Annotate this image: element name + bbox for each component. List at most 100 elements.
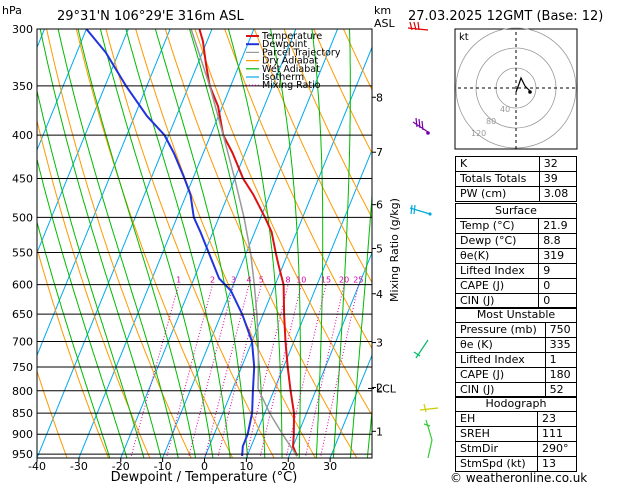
x-tick-label: -10 <box>154 460 172 473</box>
legend-item: Dewpoint <box>262 39 307 50</box>
series-dewpoint <box>85 29 256 457</box>
storm-motion-marker <box>528 90 532 94</box>
table-row: CAPE (J) 180 <box>455 367 578 383</box>
mu-value: 1 <box>544 352 578 368</box>
table-row: SREH 111 <box>454 426 577 442</box>
mixing-ratio-line <box>245 284 289 458</box>
x-tick-label: -40 <box>28 460 46 473</box>
hodograph-title: Hodograph <box>455 396 577 412</box>
km-tick-label: 4 <box>376 288 383 301</box>
mu-label: CAPE (J) <box>455 367 546 383</box>
table-row: Lifted Index 9 <box>454 263 577 279</box>
table-row: StmSpd (kt) 13 <box>454 456 577 472</box>
hpa-label: hPa <box>2 4 22 17</box>
isotherm-line <box>0 29 3 458</box>
km-tick-label: 1 <box>376 425 383 438</box>
wet-adiabat-line <box>37 88 145 458</box>
table-row: StmDir 290° <box>454 441 577 457</box>
legend-item: Mixing Ratio <box>262 80 321 91</box>
hodo-value: 111 <box>537 426 577 442</box>
indices-table: K 32 Totals Totals 39 PW (cm) 3.08 <box>455 156 578 202</box>
hodo-label: StmSpd (kt) <box>454 456 539 472</box>
km-tick-label: 8 <box>376 91 383 104</box>
mu-value: 52 <box>544 382 578 398</box>
surface-title: Surface <box>455 203 577 219</box>
mixing-ratio-label: 10 <box>296 276 306 285</box>
km-tick-label: 2 <box>376 382 383 395</box>
pressure-tick-label: 550 <box>12 247 33 260</box>
pressure-tick-label: 400 <box>12 129 33 142</box>
mu-value: 750 <box>544 322 578 338</box>
hodo-value: 23 <box>537 411 577 427</box>
index-label: PW (cm) <box>455 186 540 202</box>
wet-adiabat-line <box>99 29 214 458</box>
dry-adiabat-line <box>224 29 372 350</box>
index-label: K <box>455 156 540 172</box>
x-axis-label: Dewpoint / Temperature (°C) <box>111 470 298 485</box>
table-row: Temp (°C) 21.9 <box>454 218 577 234</box>
wet-adiabat-line <box>37 220 111 458</box>
pressure-tick-label: 750 <box>12 361 33 374</box>
surface-value: 9 <box>538 263 577 279</box>
surface-label: Lifted Index <box>454 263 540 279</box>
mixing-ratio-label: 15 <box>321 276 331 285</box>
hodograph-unit-label: kt <box>459 32 469 43</box>
table-row: Totals Totals 39 <box>455 171 578 187</box>
wet-adiabat-line <box>77 29 197 458</box>
pressure-tick-label: 650 <box>12 308 33 321</box>
legend-item: Dry Adiabat <box>262 56 319 67</box>
hodo-value: 290° <box>537 441 577 457</box>
dry-adiabat-line <box>75 29 234 458</box>
table-row: CIN (J) 52 <box>455 382 578 398</box>
legend-item: Parcel Trajectory <box>262 47 341 58</box>
wind-barbs <box>407 21 439 459</box>
pressure-tick-label: 900 <box>12 428 33 441</box>
lcl-label: LCL <box>376 382 397 395</box>
wet-adiabat-line <box>366 407 372 458</box>
mu-label: Lifted Index <box>455 352 546 368</box>
dry-adiabat-line <box>283 29 372 219</box>
table-row: CAPE (J) 0 <box>454 278 577 294</box>
wet-adiabat-line <box>154 29 249 458</box>
pressure-tick-label: 800 <box>12 385 33 398</box>
ring-label: 40 <box>500 105 510 114</box>
mixing-ratio-label: 8 <box>286 276 291 285</box>
mu-label: CIN (J) <box>455 382 546 398</box>
ring-label: 120 <box>471 129 486 138</box>
legend-item: Isotherm <box>262 72 304 83</box>
surface-value: 21.9 <box>538 218 577 234</box>
mixing-ratio-label: 1 <box>176 276 181 285</box>
dry-adiabat-line <box>194 29 372 417</box>
surface-label: Dewp (°C) <box>454 233 540 249</box>
wet-adiabat-line <box>349 189 372 458</box>
pressure-tick-label: 850 <box>12 407 33 420</box>
surface-value: 319 <box>538 248 577 264</box>
pressure-tick-label: 500 <box>12 211 33 224</box>
hodo-label: SREH <box>454 426 539 442</box>
location-title: 29°31'N 106°29'E 316m ASL <box>57 9 245 24</box>
x-tick-label: 0 <box>201 460 208 473</box>
dry-adiabat-line <box>581 29 629 458</box>
series-temperature <box>198 29 298 457</box>
index-value: 39 <box>538 171 578 187</box>
km-tick-label: 7 <box>376 146 383 159</box>
x-tick-label: 20 <box>281 460 295 473</box>
surface-value: 0 <box>538 278 577 294</box>
mixing-ratio-label: 20 <box>339 276 349 285</box>
dry-adiabat-line <box>313 29 372 155</box>
wet-adiabat-line <box>188 29 266 458</box>
mu-value: 180 <box>544 367 578 383</box>
isotherm-line <box>37 29 171 357</box>
km-tick-label: 3 <box>376 337 383 350</box>
table-row: θe (K) 335 <box>455 337 578 353</box>
dry-adiabat-line <box>46 29 192 458</box>
hodograph: kt 40 80 120 <box>454 27 578 150</box>
isotherm-line <box>120 29 297 458</box>
legend-item: Wet Adiabat <box>262 64 320 75</box>
x-tick-label: -30 <box>70 460 88 473</box>
index-label: Totals Totals <box>455 171 540 187</box>
table-row: θe(K) 319 <box>454 248 577 264</box>
surface-value: 8.8 <box>538 233 577 249</box>
ring-label: 80 <box>486 117 496 126</box>
